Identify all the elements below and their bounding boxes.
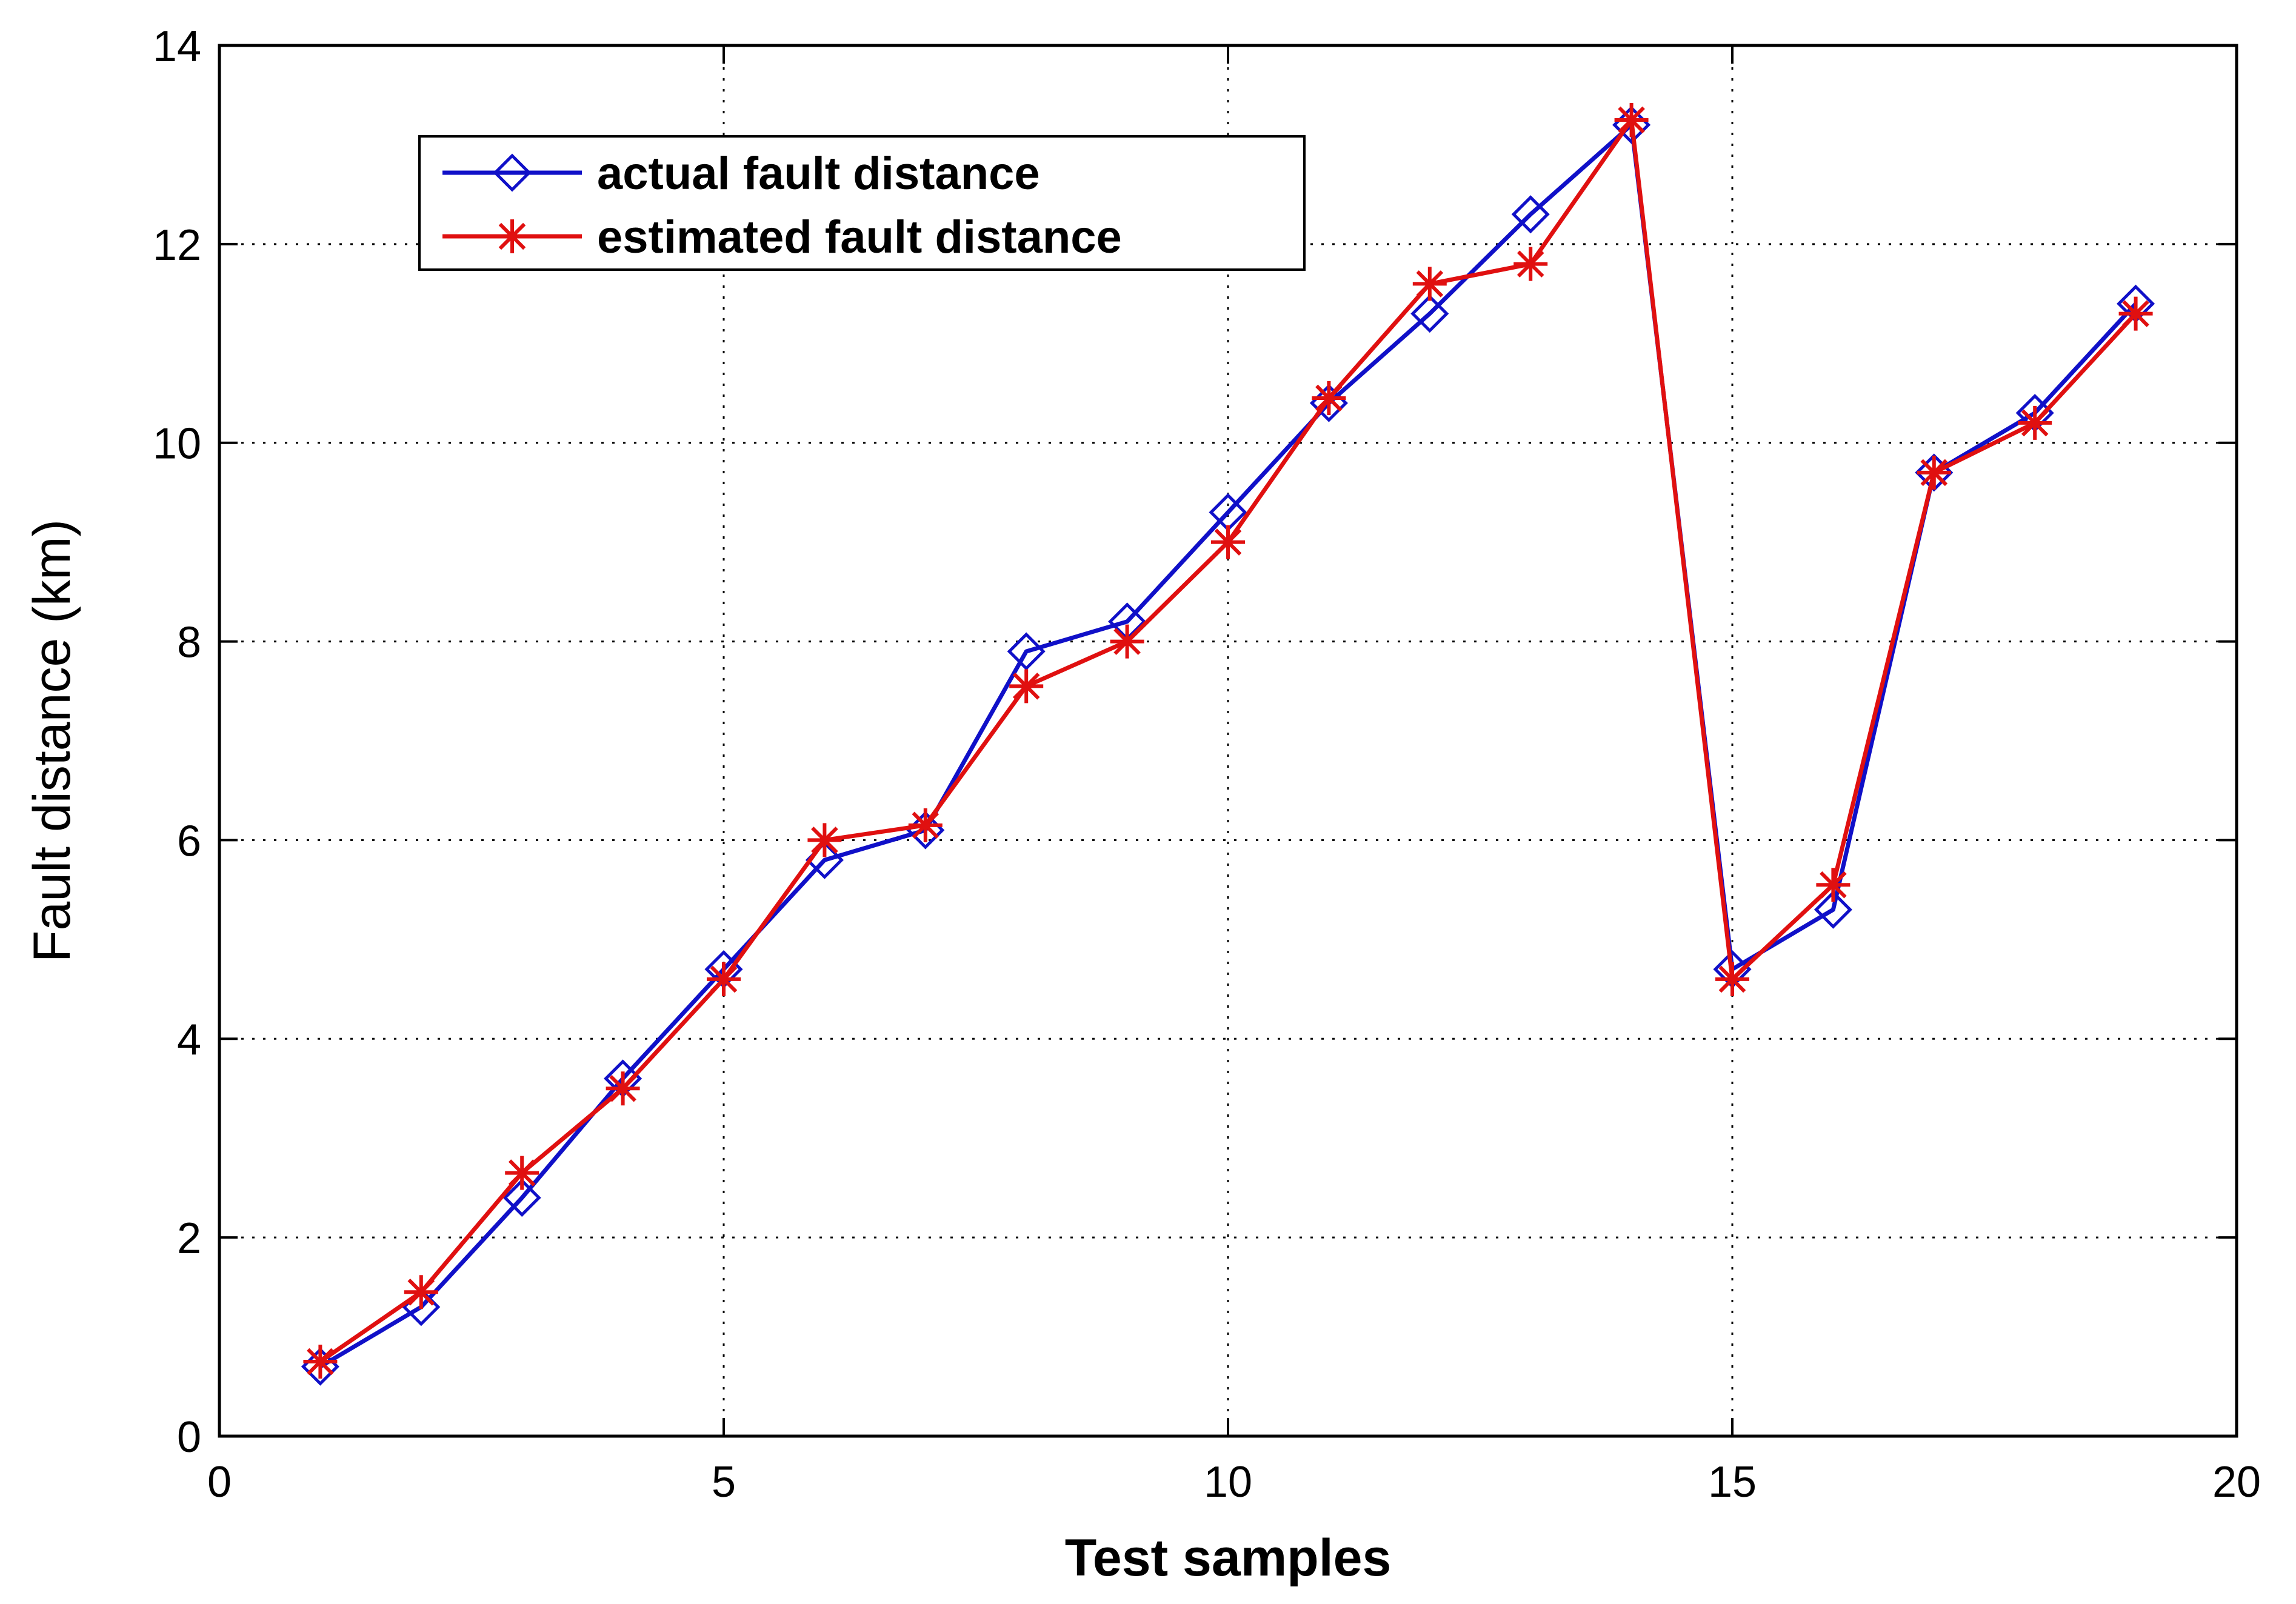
legend-box: [418, 135, 1306, 271]
data-point: [707, 962, 741, 996]
data-point: [502, 1179, 541, 1217]
legend-entry-actual: actual fault distance: [442, 148, 1040, 199]
data-point: [1511, 195, 1550, 234]
y-tick-label: 4: [177, 1016, 201, 1064]
x-tick-label: 20: [2212, 1458, 2261, 1506]
series-estimated: [303, 102, 2153, 1379]
y-tick-label: 10: [153, 420, 201, 468]
y-tick-label: 0: [177, 1413, 201, 1462]
grid: [219, 45, 2237, 1436]
x-tick-label: 15: [1708, 1458, 1757, 1506]
data-point: [1009, 669, 1044, 704]
y-tick-label: 2: [177, 1214, 201, 1263]
data-point: [1110, 624, 1144, 659]
data-point: [2118, 296, 2153, 331]
data-point: [1312, 381, 1346, 415]
data-point: [303, 1345, 338, 1379]
x-tick-label: 0: [207, 1458, 232, 1506]
y-tick-label: 12: [153, 221, 201, 270]
x-tick-label: 10: [1204, 1458, 1252, 1506]
y-tick-label: 6: [177, 817, 201, 865]
x-axis-label: Test samples: [1065, 1529, 1392, 1587]
y-axis-label: Fault distance (km): [23, 519, 81, 962]
data-point: [1007, 632, 1046, 671]
data-point: [1513, 247, 1548, 281]
legend-entry-estimated: estimated fault distance: [442, 211, 1122, 263]
data-point: [1816, 868, 1850, 902]
data-point: [908, 808, 943, 842]
y-tick-label: 14: [153, 22, 201, 71]
legend-diamond-marker: [493, 153, 532, 192]
data-point: [1410, 295, 1449, 333]
data-point: [2018, 405, 2052, 440]
data-point: [606, 1071, 640, 1106]
data-point: [1917, 455, 1951, 490]
legend: actual fault distance estimated fault di…: [418, 135, 1306, 271]
y-tick-label: 8: [177, 619, 201, 667]
data-point: [807, 823, 842, 857]
data-point: [505, 1156, 539, 1190]
x-tick-label: 5: [712, 1458, 736, 1506]
data-point: [1211, 525, 1245, 559]
data-point: [1814, 890, 1852, 929]
legend-asterisk-marker: [495, 219, 529, 253]
data-point: [1412, 267, 1447, 301]
legend-label-actual: actual fault distance: [597, 148, 1040, 199]
legend-label-estimated: estimated fault distance: [597, 211, 1122, 263]
data-point: [1715, 962, 1749, 996]
series-line: [319, 118, 2138, 1363]
axis-ticks: 0 5 10 15 20 0 2 4 6 8 10 12 14: [153, 22, 2261, 1506]
data-point: [1614, 102, 1649, 137]
series-group: [301, 102, 2155, 1386]
data-point: [404, 1275, 438, 1309]
